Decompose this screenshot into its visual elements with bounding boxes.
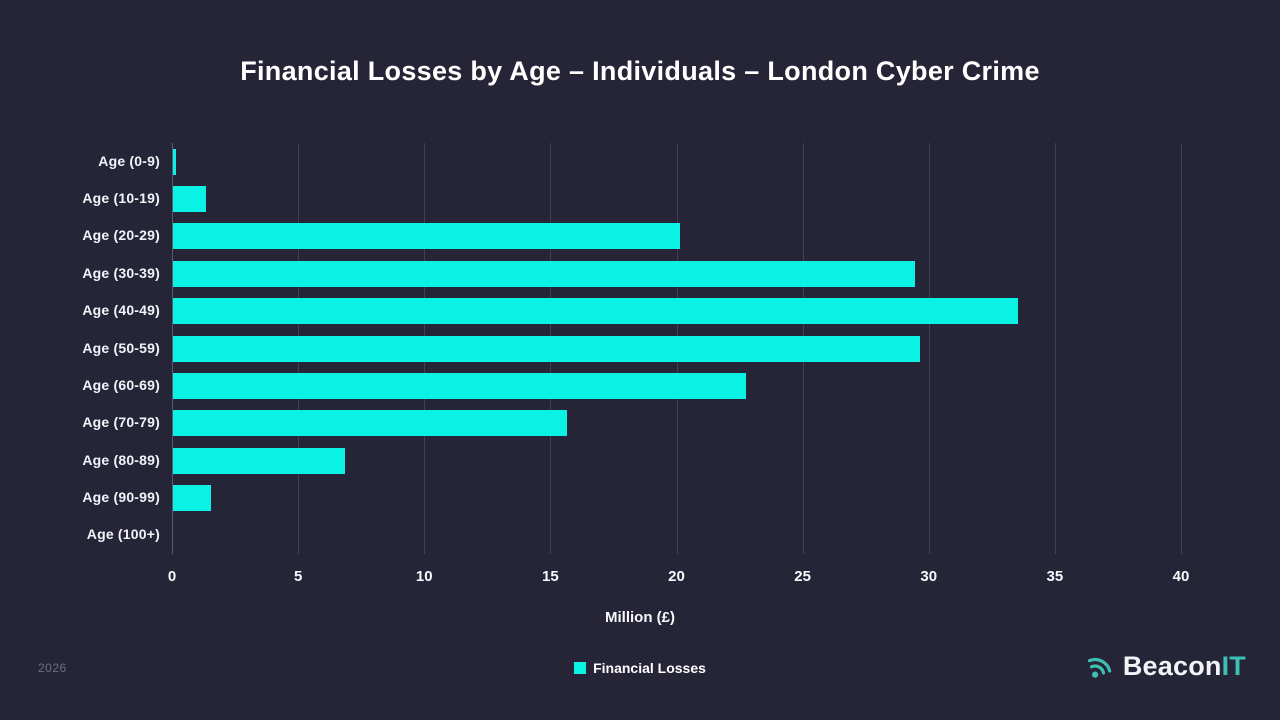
bar <box>173 148 176 175</box>
gridline <box>1054 143 1056 554</box>
legend-label: Financial Losses <box>593 660 706 676</box>
bar <box>173 260 915 287</box>
beacon-signal-icon <box>1087 657 1112 678</box>
gridline <box>928 143 930 554</box>
brand-logo: BeaconIT <box>1087 650 1246 682</box>
x-tick-label: 15 <box>542 568 559 585</box>
x-tick-label: 30 <box>920 568 938 585</box>
y-axis-label: Age (90-99) <box>82 488 160 505</box>
brand-name: BeaconIT <box>1123 651 1246 682</box>
y-axis-label: Age (30-39) <box>82 264 160 281</box>
gridline <box>1181 143 1182 554</box>
bar <box>173 410 567 437</box>
legend: Financial Losses <box>0 660 1280 676</box>
y-axis-label: Age (50-59) <box>82 339 160 356</box>
chart-title: Financial Losses by Age – Individuals – … <box>240 56 1040 86</box>
y-axis-label: Age (10-19) <box>82 190 160 207</box>
x-tick-label: 25 <box>794 568 811 585</box>
x-axis-label: Million (£) <box>605 609 675 626</box>
y-axis-label: Age (0-9) <box>98 152 160 169</box>
bar <box>173 335 920 362</box>
bar <box>173 298 1019 325</box>
x-tick-label: 20 <box>668 568 685 585</box>
y-axis-label: Age (100+) <box>86 526 160 543</box>
x-tick-label: 40 <box>1172 568 1190 585</box>
x-tick-label: 10 <box>415 568 433 585</box>
x-tick-label: 5 <box>293 568 303 585</box>
x-tick-label: 35 <box>1046 568 1064 585</box>
bar <box>173 223 681 250</box>
y-axis-line <box>172 143 173 554</box>
bar <box>173 372 746 399</box>
brand-name-primary: Beacon <box>1122 650 1222 681</box>
y-axis-label: Age (20-29) <box>82 227 160 244</box>
y-axis-label: Age (60-69) <box>82 376 160 393</box>
y-axis-label: Age (70-79) <box>82 414 160 431</box>
legend-swatch-icon <box>574 662 587 674</box>
y-axis-label: Age (40-49) <box>82 302 160 319</box>
bar <box>173 484 211 511</box>
x-tick-label: 0 <box>167 568 177 585</box>
brand-name-secondary: IT <box>1221 650 1246 681</box>
bar <box>173 447 345 474</box>
footer-year: 2026 <box>38 661 67 675</box>
y-axis-label: Age (80-89) <box>82 451 160 468</box>
bar <box>173 186 206 213</box>
